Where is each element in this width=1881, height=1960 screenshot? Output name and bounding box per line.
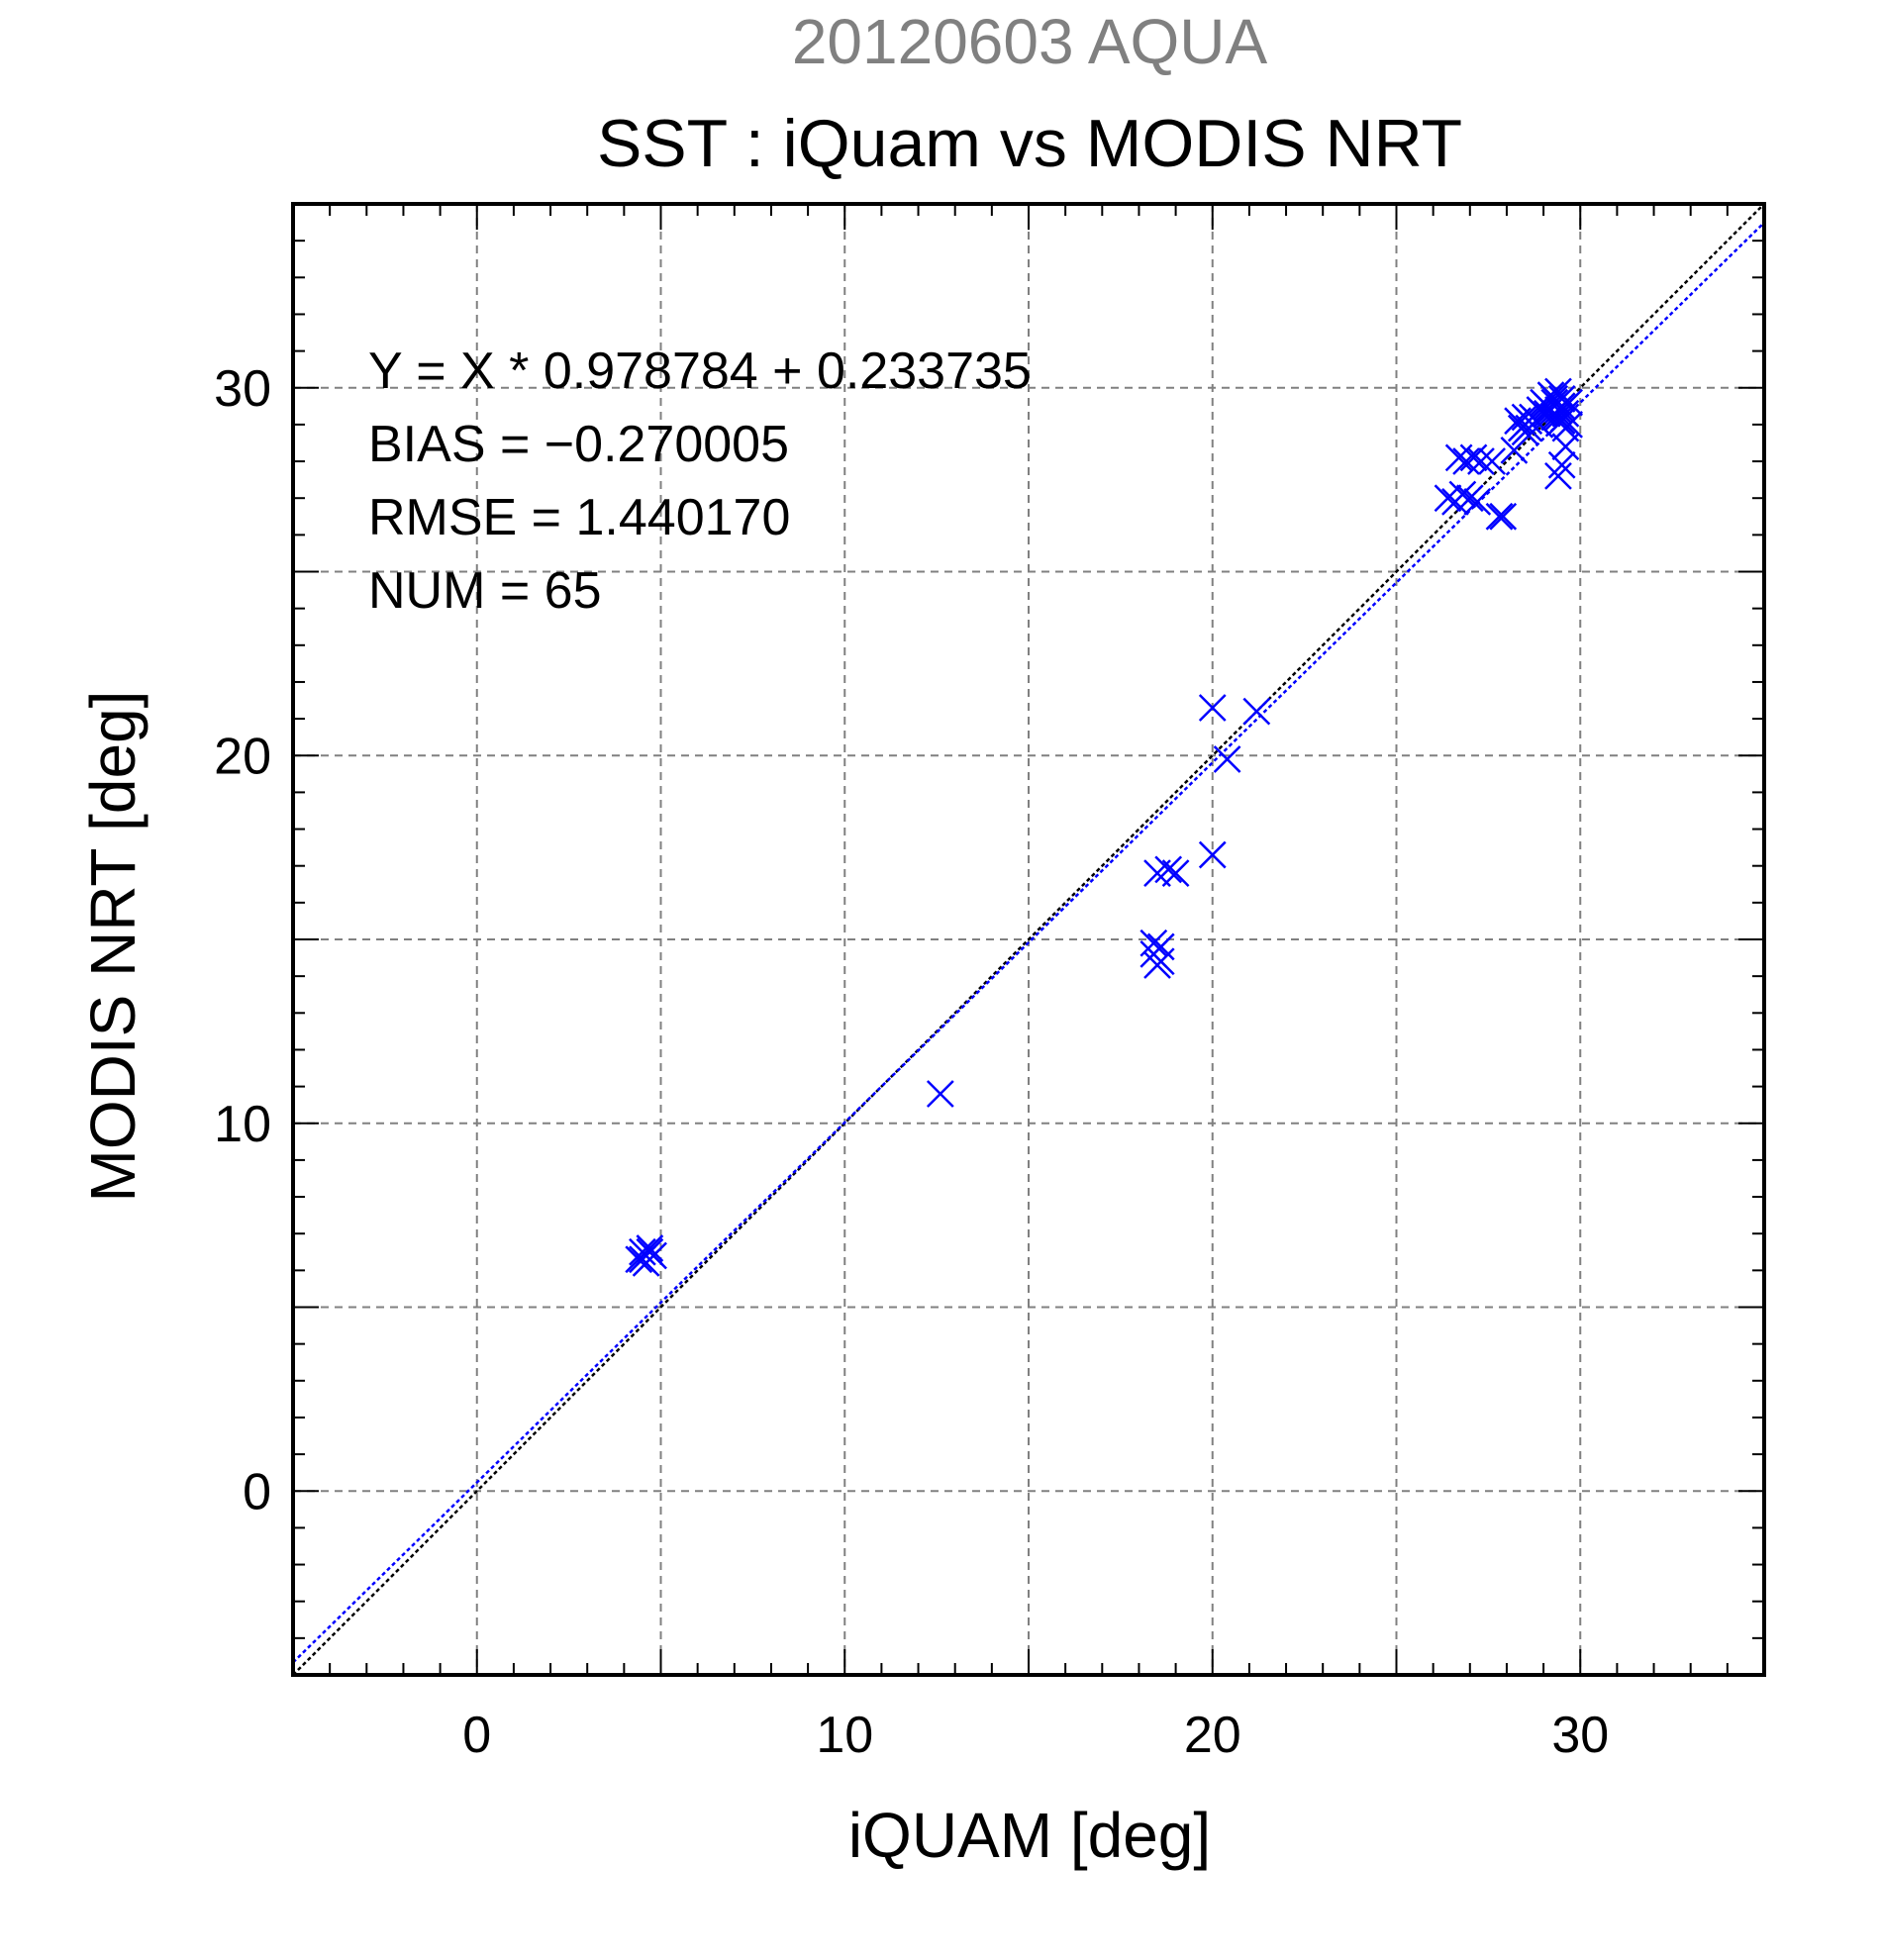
plot-frame	[291, 202, 1766, 1677]
data-point	[1161, 859, 1190, 888]
data-point	[1467, 447, 1495, 475]
data-point	[1555, 411, 1583, 439]
data-point-stroke	[1530, 388, 1557, 417]
date-title: 20120603 AQUA	[792, 6, 1268, 77]
data-point-stroke	[1555, 411, 1583, 439]
data-point-stroke	[1455, 484, 1484, 513]
data-point	[1198, 694, 1227, 722]
data-points	[625, 377, 1583, 1277]
data-point	[1463, 488, 1492, 516]
data-point-stroke	[1198, 694, 1227, 722]
data-point-stroke	[1459, 443, 1488, 472]
chart-title: SST : iQuam vs MODIS NRT	[597, 106, 1462, 181]
y-tick-label: 10	[214, 1096, 271, 1153]
tick-labels: 0 10 20 30 0 10 20 30	[214, 360, 1609, 1764]
data-point-stroke	[1500, 437, 1529, 464]
data-point	[1139, 929, 1168, 957]
data-point-stroke	[1489, 502, 1518, 531]
data-point	[1515, 407, 1543, 436]
data-point-stroke	[1139, 929, 1168, 957]
data-point	[1485, 502, 1514, 531]
data-point	[1478, 447, 1506, 475]
data-point-stroke	[1478, 447, 1506, 475]
data-point	[1448, 480, 1477, 509]
rmse-value: RMSE = 1.440170	[368, 489, 790, 546]
y-tick-label: 20	[214, 728, 271, 785]
data-point	[926, 1080, 954, 1108]
data-point	[1146, 932, 1175, 961]
bias-value: BIAS = −0.270005	[368, 416, 789, 473]
data-point-stroke	[1452, 447, 1480, 475]
data-point	[1459, 443, 1488, 472]
data-point	[1213, 745, 1241, 773]
data-point-stroke	[1146, 947, 1175, 976]
data-point-stroke	[1146, 932, 1175, 961]
data-point	[1544, 462, 1572, 490]
data-point-stroke	[1515, 407, 1543, 436]
data-point-stroke	[1444, 443, 1473, 472]
x-tick-label: 10	[816, 1707, 873, 1764]
x-tick-label: 30	[1551, 1707, 1609, 1764]
data-point-stroke	[1544, 396, 1572, 424]
data-point	[1547, 407, 1576, 436]
regression-line	[293, 222, 1764, 1664]
data-point	[1452, 447, 1480, 475]
data-point-stroke	[1467, 447, 1495, 475]
data-point	[1444, 443, 1473, 472]
data-point-stroke	[1242, 697, 1271, 726]
data-point-stroke	[1463, 488, 1492, 516]
x-tick-label: 0	[462, 1707, 491, 1764]
x-axis-label: iQUAM [deg]	[848, 1800, 1211, 1871]
data-point	[1146, 947, 1175, 976]
data-point-stroke	[629, 1237, 656, 1266]
data-point	[1198, 840, 1227, 869]
data-point-stroke	[1448, 480, 1477, 509]
data-point-stroke	[1213, 745, 1241, 773]
y-tick-label: 0	[243, 1463, 271, 1520]
data-point	[1489, 502, 1518, 531]
data-point	[636, 1237, 664, 1266]
data-point	[1500, 437, 1529, 464]
data-point-stroke	[1547, 450, 1576, 479]
data-point	[1242, 697, 1271, 726]
data-point-stroke	[1540, 403, 1569, 432]
data-point-stroke	[1161, 859, 1190, 888]
data-point	[1544, 396, 1572, 424]
identity-line	[293, 204, 1764, 1675]
data-point	[1455, 484, 1484, 513]
data-point-stroke	[1511, 418, 1539, 446]
data-point	[1511, 418, 1539, 446]
data-point-stroke	[1544, 462, 1572, 490]
count-value: NUM = 65	[368, 562, 602, 620]
data-point-stroke	[636, 1237, 664, 1266]
data-point-stroke	[1547, 407, 1576, 436]
y-axis-label: MODIS NRT [deg]	[77, 691, 148, 1203]
x-tick-label: 20	[1184, 1707, 1241, 1764]
y-tick-label: 30	[214, 360, 271, 418]
fit-equation: Y = X * 0.978784 + 0.233735	[368, 343, 1032, 400]
data-point	[1154, 855, 1183, 884]
data-point	[629, 1237, 656, 1266]
data-point	[1547, 450, 1576, 479]
data-point-stroke	[926, 1080, 954, 1108]
statistics-annotation: Y = X * 0.978784 + 0.233735 BIAS = −0.27…	[368, 343, 1032, 620]
data-point-stroke	[1198, 840, 1227, 869]
data-point-stroke	[1154, 855, 1183, 884]
data-point-stroke	[1551, 433, 1580, 461]
reference-lines	[293, 204, 1764, 1675]
data-point	[1551, 433, 1580, 461]
data-point	[1540, 403, 1569, 432]
data-point-stroke	[1485, 502, 1514, 531]
